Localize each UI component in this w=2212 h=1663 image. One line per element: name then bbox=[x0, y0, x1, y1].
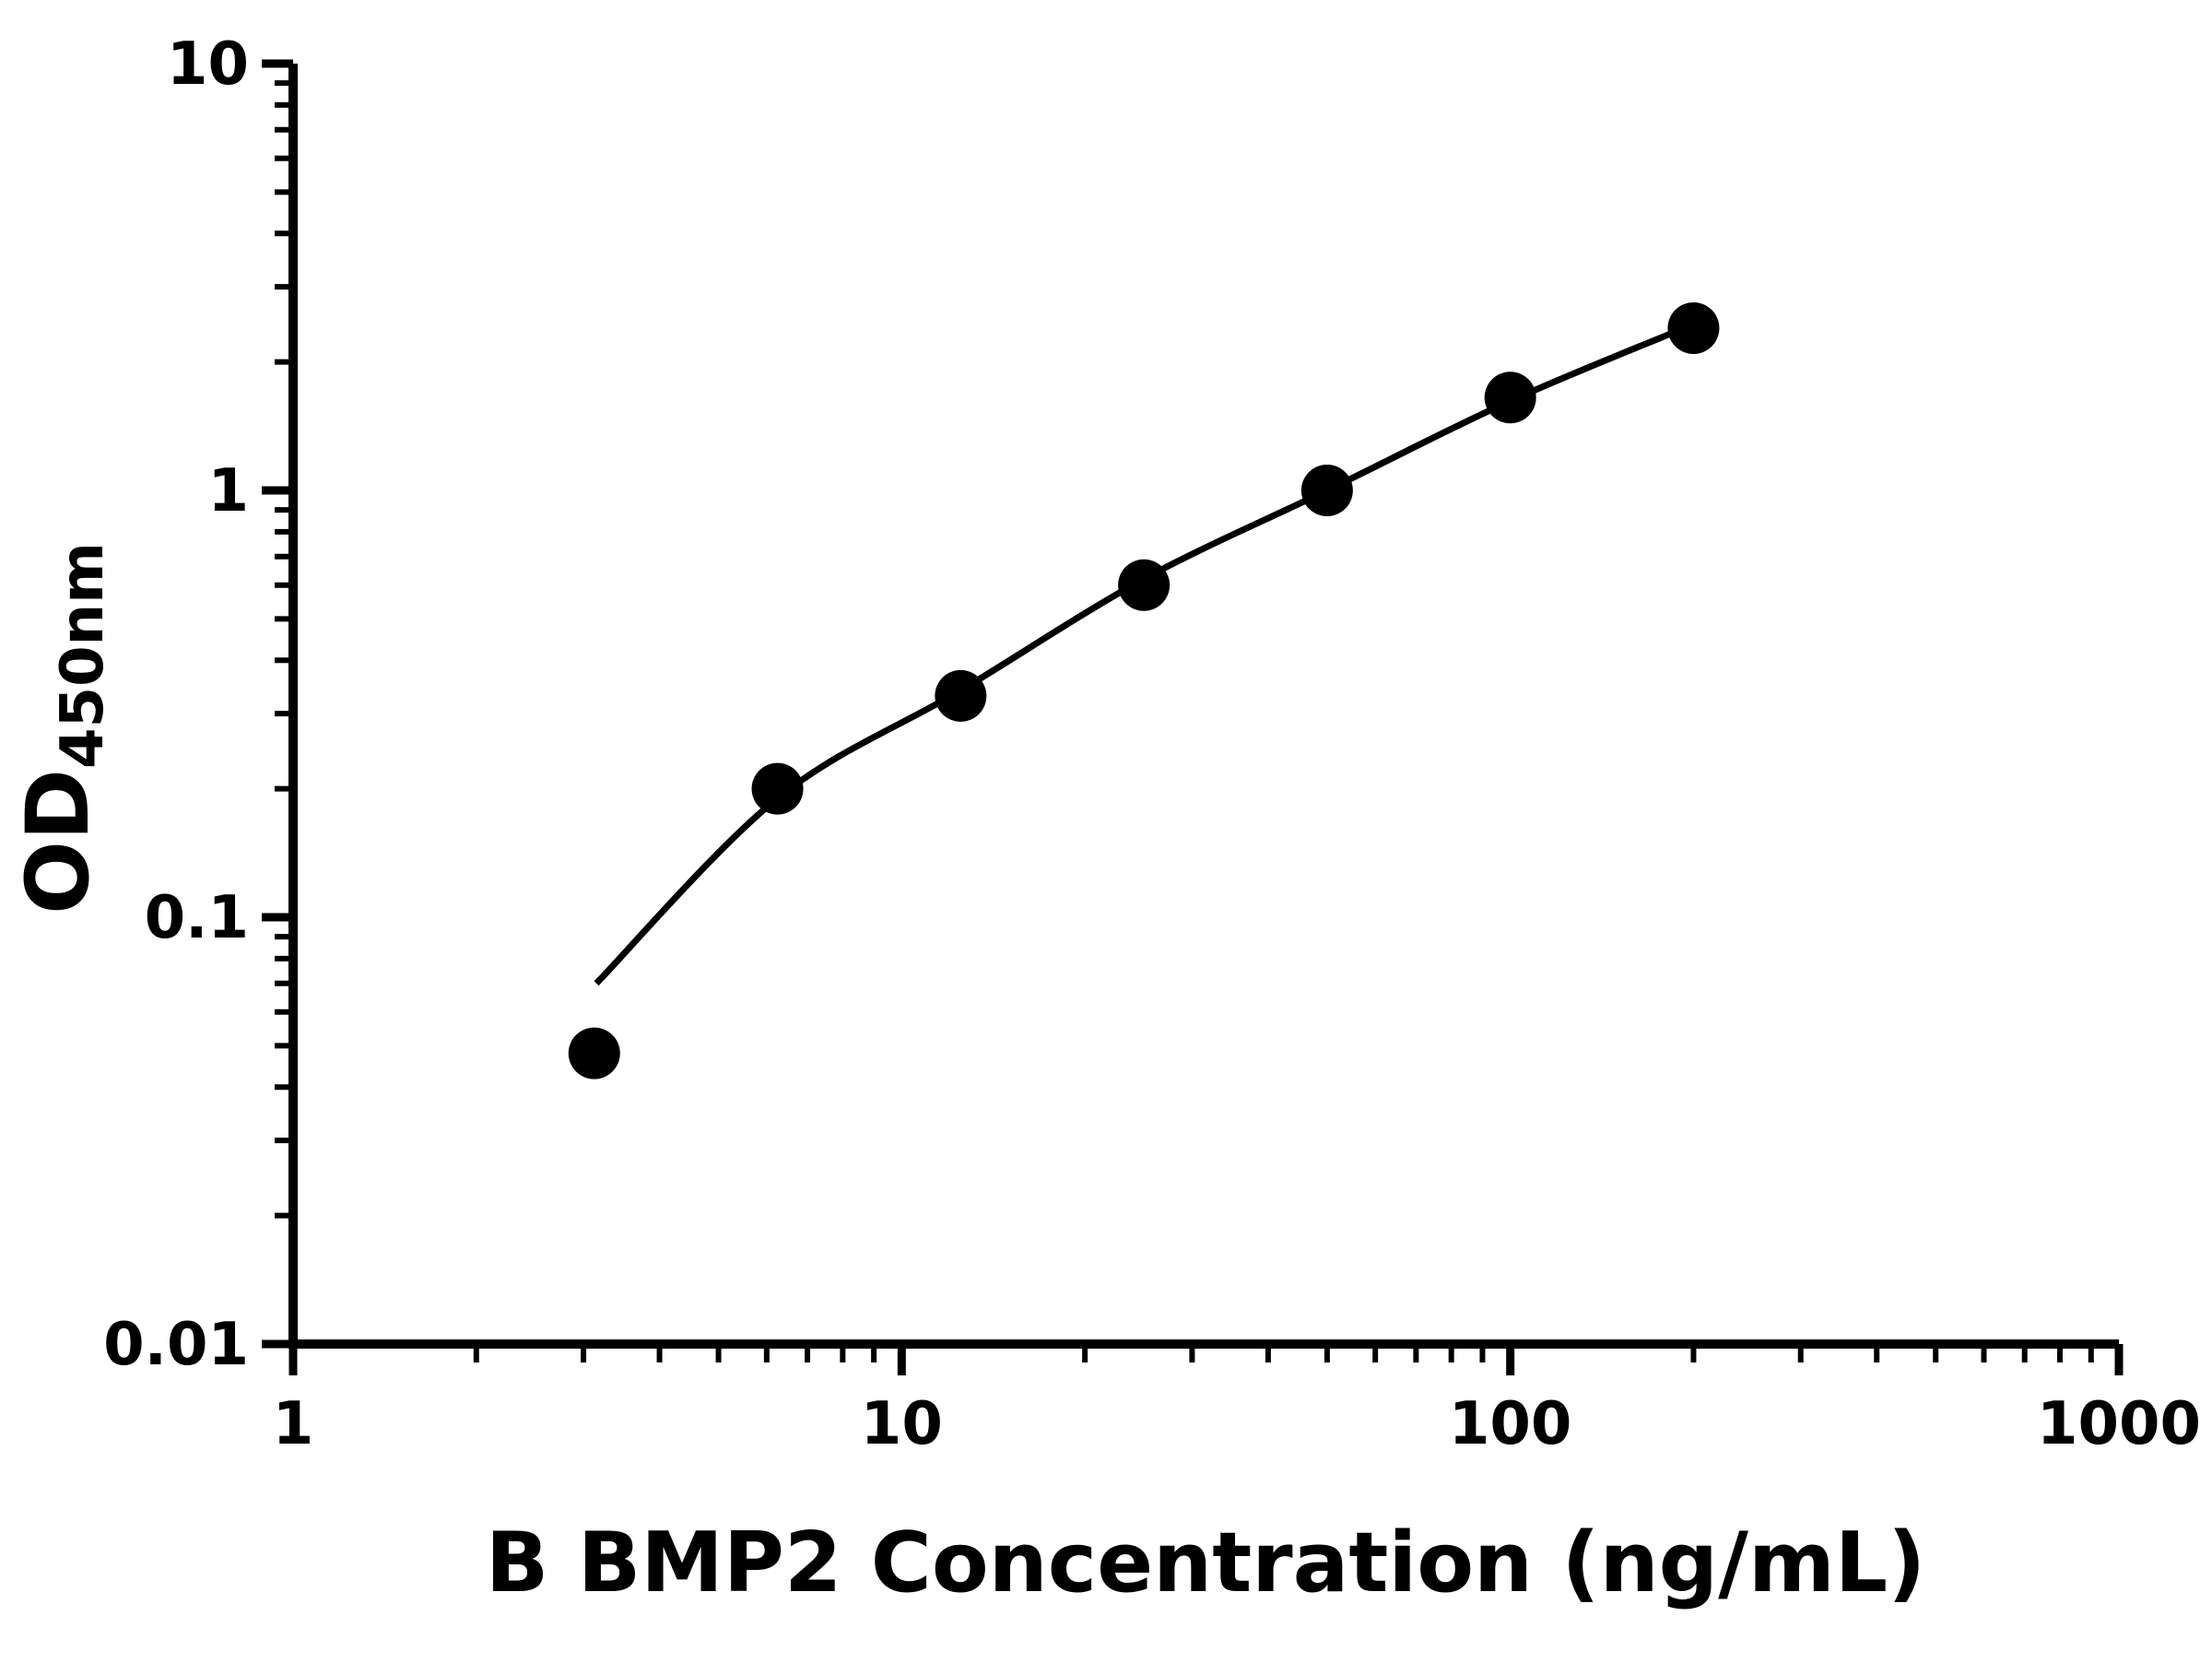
y-tick-label: 1 bbox=[207, 457, 249, 525]
y-axis-title-sub: 450nm bbox=[49, 542, 117, 769]
data-point bbox=[1484, 372, 1536, 424]
plot-generated-content: 1 10 100 1000 0.01 0.1 1 10 bbox=[103, 30, 2201, 1458]
fit-curve bbox=[594, 321, 1695, 986]
axis-spines bbox=[288, 64, 2119, 1349]
y-tick-label: 10 bbox=[167, 30, 249, 99]
x-tick-label: 1000 bbox=[2037, 1390, 2201, 1458]
data-point bbox=[1667, 301, 1720, 354]
y-tick-label: 0.01 bbox=[103, 1311, 249, 1379]
data-point bbox=[1300, 465, 1353, 516]
data-point bbox=[568, 1027, 620, 1079]
x-axis-title: B BMP2 Concentration (ng/mL) bbox=[486, 1515, 1925, 1611]
y-tick-label: 0.1 bbox=[145, 884, 249, 952]
x-tick-label: 1 bbox=[273, 1390, 314, 1458]
y-axis-title: OD450nm bbox=[8, 542, 117, 914]
data-point bbox=[935, 669, 987, 722]
data-point bbox=[751, 762, 804, 815]
x-tick-label: 10 bbox=[861, 1390, 943, 1458]
x-tick-label: 100 bbox=[1449, 1390, 1572, 1458]
data-point bbox=[1118, 559, 1171, 611]
y-axis-title-main: OD bbox=[8, 769, 109, 914]
